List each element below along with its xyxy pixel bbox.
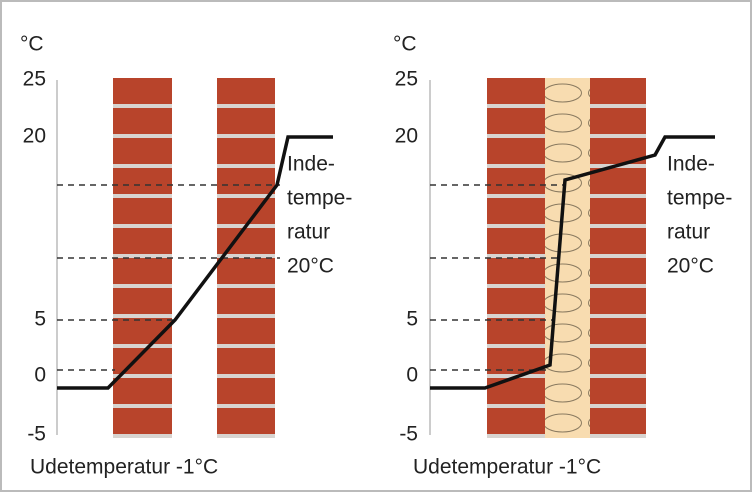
y-tick-label: 25: [395, 68, 418, 91]
inside-label: ratur: [667, 221, 710, 244]
outside-label: Udetemperatur -1°C: [30, 456, 218, 479]
inside-label: tempe-: [667, 187, 732, 210]
y-tick-label: 0: [406, 364, 418, 387]
panel: °C 25 20 5 0 -5 Inde-tempe-ratur 20°C Udetempera…: [393, 33, 732, 479]
y-tick-label: 5: [34, 308, 46, 331]
guide-lines: [57, 184, 280, 371]
inside-label: 20°C: [667, 255, 714, 278]
temperature-profile: [57, 135, 333, 390]
wall: [590, 78, 646, 438]
inside-label: ratur: [287, 221, 330, 244]
panel: °C 25 20 5 0 -5 Inde-tempe-ratur 20°C Udetempera…: [20, 33, 352, 479]
unit-label: °C: [393, 33, 417, 56]
inside-label: tempe-: [287, 187, 352, 210]
unit-label: °C: [20, 33, 44, 56]
y-tick-label: 20: [395, 125, 418, 148]
y-tick-label: 25: [23, 68, 46, 91]
y-tick-label: -5: [27, 423, 46, 446]
guide-lines: [430, 184, 565, 371]
temperature-profile: [430, 135, 715, 390]
inside-label: 20°C: [287, 255, 334, 278]
inside-label: Inde-: [287, 153, 335, 176]
y-tick-label: 20: [23, 125, 46, 148]
inside-label: Inde-: [667, 153, 715, 176]
outside-label: Udetemperatur -1°C: [413, 456, 601, 479]
y-tick-label: 5: [406, 308, 418, 331]
y-tick-label: 0: [34, 364, 46, 387]
wall: [113, 78, 172, 438]
y-tick-label: -5: [399, 423, 418, 446]
